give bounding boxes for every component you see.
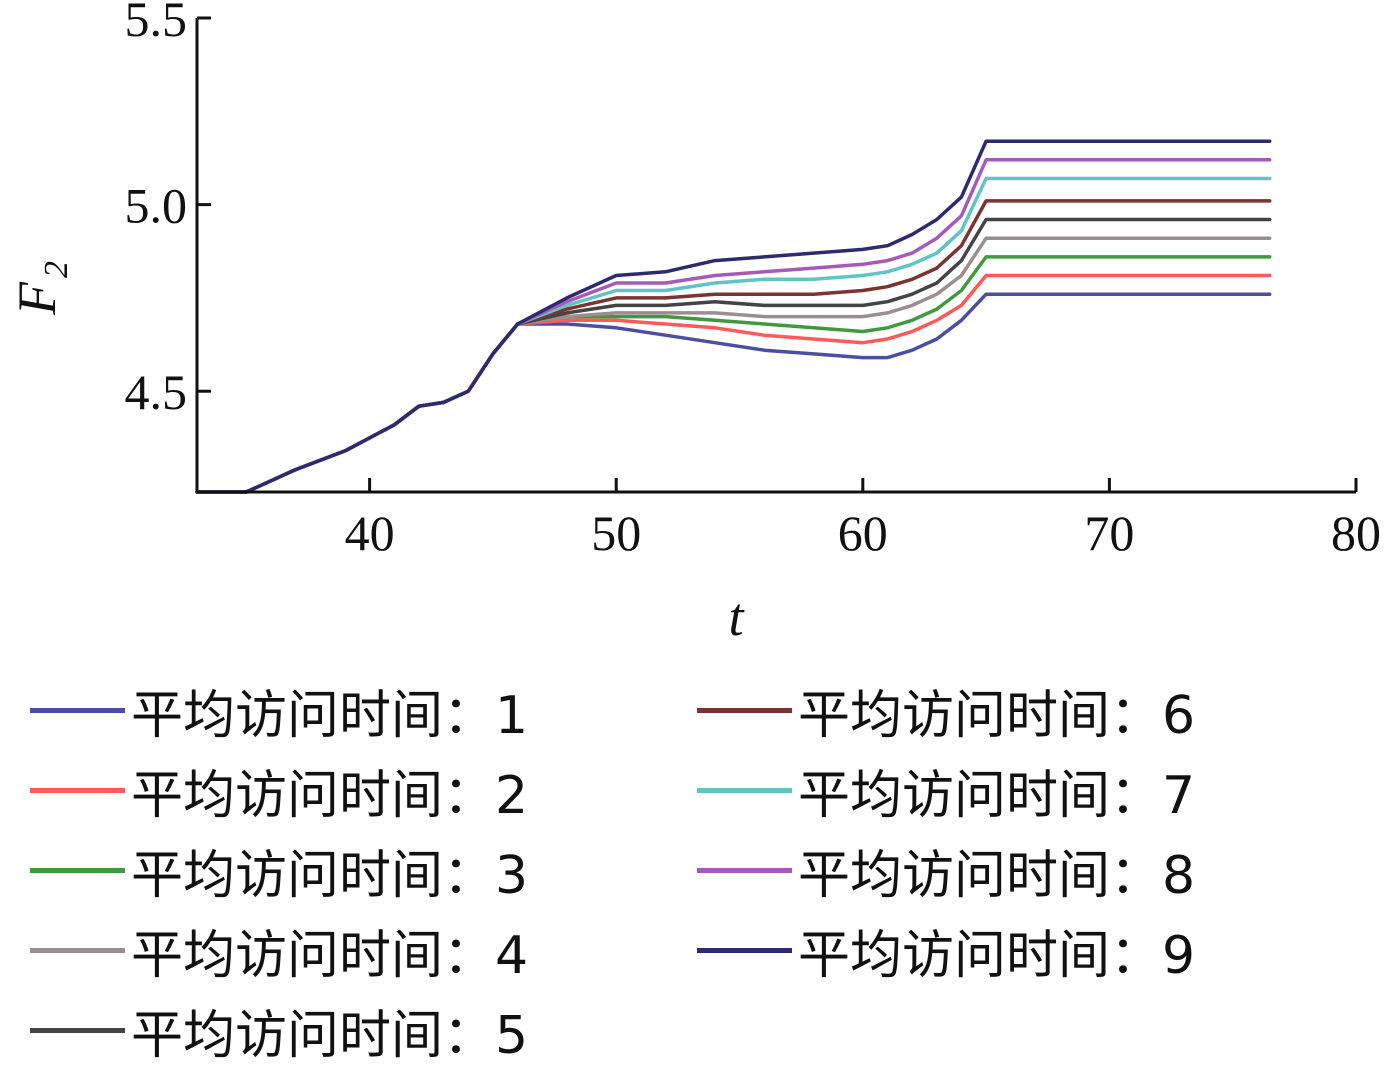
series-line-2 — [195, 273, 1272, 494]
ticks: 40 50 60 70 80 4.5 5.0 5.5 — [125, 0, 1382, 561]
series-line-9 — [195, 139, 1272, 494]
x-tick-label-50: 50 — [591, 505, 641, 561]
x-tick-label-60: 60 — [838, 505, 888, 561]
x-axis-label: t — [728, 587, 745, 647]
y-axis-label-sub: 2 — [38, 261, 75, 278]
legend-item-6: 平均访问时间：6 — [697, 670, 1195, 750]
legend-swatch — [30, 787, 125, 793]
series-line-1 — [195, 292, 1272, 494]
legend-swatch — [697, 947, 792, 953]
legend-label: 平均访问时间：9 — [798, 925, 1196, 986]
legend-label: 平均访问时间：4 — [131, 925, 529, 986]
plot-lines — [195, 139, 1272, 494]
y-tick-label-5.5: 5.5 — [125, 0, 188, 47]
legend-item-5: 平均访问时间：5 — [30, 990, 528, 1070]
legend-swatch — [697, 787, 792, 793]
legend-label: 平均访问时间：1 — [131, 685, 529, 746]
legend-label: 平均访问时间：7 — [798, 765, 1196, 826]
x-tick-label-40: 40 — [345, 505, 395, 561]
legend-item-7: 平均访问时间：7 — [697, 750, 1195, 830]
legend-label: 平均访问时间：6 — [798, 685, 1196, 746]
y-axis-label: F2 — [7, 261, 75, 316]
legend-swatch — [30, 867, 125, 873]
line-chart: 40 50 60 70 804.55.05.5 F2 t — [7, 0, 1382, 647]
legend-item-2: 平均访问时间：2 — [30, 750, 528, 830]
legend-swatch — [697, 707, 792, 713]
legend-label: 平均访问时间：8 — [798, 845, 1196, 906]
legend-label: 平均访问时间：5 — [131, 1005, 529, 1066]
x-tick-label-70: 70 — [1084, 505, 1134, 561]
legend-item-1: 平均访问时间：1 — [30, 670, 528, 750]
legend-swatch — [697, 867, 792, 873]
y-tick-label-4.5: 4.5 — [125, 364, 188, 420]
legend-label: 平均访问时间：3 — [131, 845, 529, 906]
legend-item-4: 平均访问时间：4 — [30, 910, 528, 990]
legend-label: 平均访问时间：2 — [131, 765, 529, 826]
legend: 平均访问时间：1 平均访问时间：2 平均访问时间：3 平均访问时间：4 平均访问时间：5… — [0, 670, 1389, 1066]
legend-item-8: 平均访问时间：8 — [697, 830, 1195, 910]
axes — [195, 18, 1356, 494]
legend-item-9: 平均访问时间：9 — [697, 910, 1195, 990]
legend-swatch — [30, 947, 125, 953]
legend-item-3: 平均访问时间：3 — [30, 830, 528, 910]
legend-swatch — [30, 707, 125, 713]
series-line-3 — [195, 255, 1272, 494]
legend-swatch — [30, 1027, 125, 1033]
x-tick-label-80: 80 — [1331, 505, 1381, 561]
y-axis-label-main: F — [7, 281, 67, 316]
y-tick-label-5.0: 5.0 — [125, 178, 188, 234]
